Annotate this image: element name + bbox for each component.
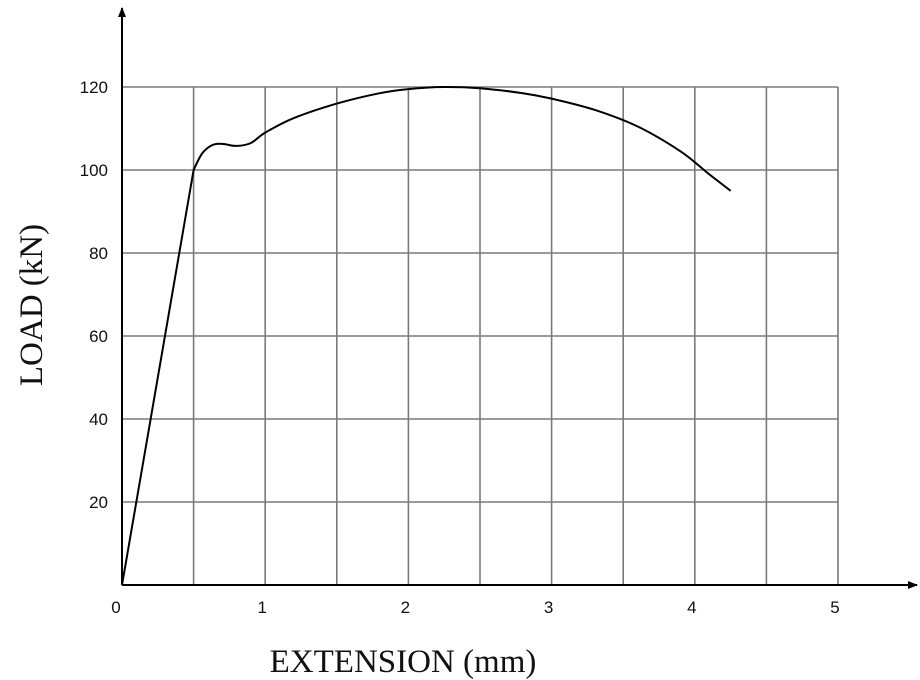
y-tick-label: 80 xyxy=(89,244,108,263)
y-tick-label: 120 xyxy=(80,78,108,97)
x-tick-label: 5 xyxy=(830,598,839,617)
y-tick-label: 40 xyxy=(89,410,108,429)
y-tick-label: 20 xyxy=(89,493,108,512)
y-tick-label: 60 xyxy=(89,327,108,346)
tick-labels: 0 1 2 3 4 5 20 40 60 80 100 120 xyxy=(80,78,840,617)
x-tick-label: 0 xyxy=(111,598,120,617)
y-tick-label: 100 xyxy=(80,161,108,180)
x-tick-label: 3 xyxy=(544,598,553,617)
x-axis-title: EXTENSION (mm) xyxy=(270,644,537,680)
grid xyxy=(122,86,839,585)
x-tick-label: 1 xyxy=(257,598,266,617)
y-axis-title: LOAD (kN) xyxy=(14,224,50,386)
axes xyxy=(118,7,918,589)
x-tick-label: 2 xyxy=(401,598,410,617)
load-extension-curve xyxy=(121,85,732,586)
x-tick-label: 4 xyxy=(687,598,696,617)
